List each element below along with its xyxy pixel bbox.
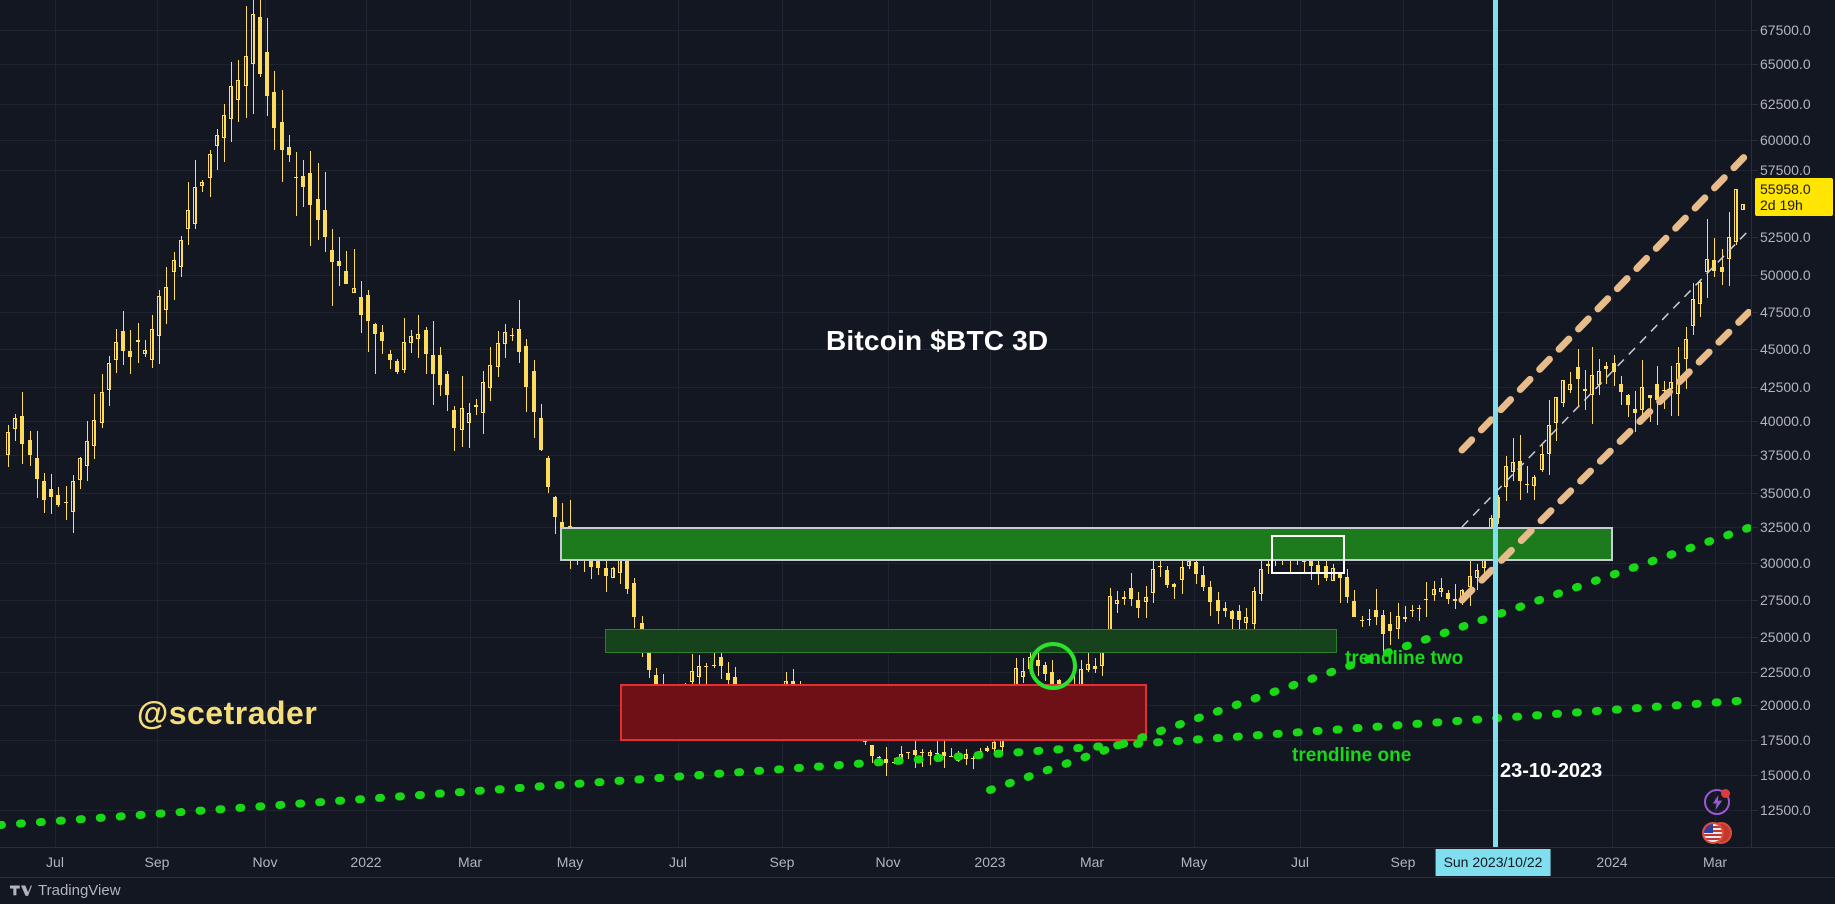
tradingview-logo-text: TradingView bbox=[38, 882, 121, 899]
time-tick: Jul bbox=[1291, 854, 1309, 870]
zone-secondary-support[interactable] bbox=[605, 629, 1337, 653]
time-tick: Nov bbox=[252, 854, 278, 870]
time-tick: May bbox=[556, 854, 584, 870]
label-event-date: 23-10-2023 bbox=[1500, 760, 1603, 782]
current-price-value: 55958.0 bbox=[1760, 181, 1811, 197]
price-tick: 62500.0 bbox=[1752, 96, 1811, 112]
price-tick: 12500.0 bbox=[1752, 802, 1811, 818]
selected-date-badge[interactable]: Sun 2023/10/22 bbox=[1435, 849, 1551, 876]
price-tick: 65000.0 bbox=[1752, 56, 1811, 72]
time-tick: 2024 bbox=[1596, 854, 1628, 870]
zone-accumulation-range[interactable] bbox=[620, 684, 1147, 741]
price-tick: 45000.0 bbox=[1752, 341, 1811, 357]
time-tick: Sep bbox=[144, 854, 170, 870]
price-tick: 27500.0 bbox=[1752, 592, 1811, 608]
price-tick: 22500.0 bbox=[1752, 664, 1811, 680]
time-tick: Mar bbox=[1702, 854, 1728, 870]
economic-events-badge[interactable] bbox=[1702, 822, 1732, 846]
tradingview-logo-icon bbox=[10, 885, 32, 896]
price-tick: 67500.0 bbox=[1752, 22, 1811, 38]
label-trendline-one: trendline one bbox=[1292, 745, 1412, 766]
chart-pane[interactable]: Bitcoin $BTC 3D @scetrader trendline two… bbox=[0, 0, 1751, 847]
zone-major-resistance-support[interactable] bbox=[560, 527, 1613, 561]
price-tick: 25000.0 bbox=[1752, 629, 1811, 645]
price-tick: 52500.0 bbox=[1752, 229, 1811, 245]
time-tick: Sep bbox=[1390, 854, 1416, 870]
zone-consolidation-box[interactable] bbox=[1271, 535, 1345, 574]
price-axis[interactable]: 67500.0 65000.0 62500.0 60000.0 57500.0 52500… bbox=[1751, 0, 1835, 847]
time-axis[interactable]: Jul Sep Nov 2022 Mar May Jul Sep Nov 2023 Mar May Ju… bbox=[0, 847, 1835, 877]
price-tick: 37500.0 bbox=[1752, 447, 1811, 463]
price-tick: 32500.0 bbox=[1752, 519, 1811, 535]
time-tick: Sep bbox=[769, 854, 795, 870]
time-tick: Nov bbox=[875, 854, 901, 870]
current-price-badge[interactable]: 55958.0 2d 19h bbox=[1755, 178, 1833, 217]
price-tick: 57500.0 bbox=[1752, 162, 1811, 178]
price-tick: 20000.0 bbox=[1752, 697, 1811, 713]
label-trendline-two: trendline two bbox=[1345, 648, 1464, 669]
lightning-icon bbox=[1712, 794, 1722, 810]
event-vertical-line[interactable] bbox=[1493, 0, 1498, 847]
bar-countdown: 2d 19h bbox=[1760, 197, 1803, 214]
alerts-badge[interactable] bbox=[1704, 789, 1730, 815]
breakout-circle-marker[interactable] bbox=[1029, 642, 1077, 690]
price-tick: 42500.0 bbox=[1752, 379, 1811, 395]
price-tick: 35000.0 bbox=[1752, 485, 1811, 501]
time-tick: 2022 bbox=[350, 854, 382, 870]
price-tick: 60000.0 bbox=[1752, 132, 1811, 148]
us-flag-icon bbox=[1702, 822, 1724, 844]
price-tick: 15000.0 bbox=[1752, 767, 1811, 783]
time-tick: Mar bbox=[1079, 854, 1105, 870]
time-tick: Jul bbox=[669, 854, 687, 870]
chart-title: Bitcoin $BTC 3D bbox=[826, 325, 1049, 356]
author-watermark: @scetrader bbox=[137, 695, 318, 731]
time-tick: May bbox=[1180, 854, 1208, 870]
price-tick: 50000.0 bbox=[1752, 267, 1811, 283]
time-tick: Mar bbox=[457, 854, 483, 870]
time-tick: Jul bbox=[46, 854, 64, 870]
notification-dot bbox=[1721, 789, 1730, 798]
time-tick: 2023 bbox=[974, 854, 1006, 870]
price-tick: 30000.0 bbox=[1752, 555, 1811, 571]
bottom-status-bar: TradingView bbox=[0, 877, 1835, 904]
price-tick: 47500.0 bbox=[1752, 304, 1811, 320]
price-tick: 40000.0 bbox=[1752, 413, 1811, 429]
tradingview-logo[interactable]: TradingView bbox=[10, 882, 121, 899]
price-tick: 17500.0 bbox=[1752, 732, 1811, 748]
